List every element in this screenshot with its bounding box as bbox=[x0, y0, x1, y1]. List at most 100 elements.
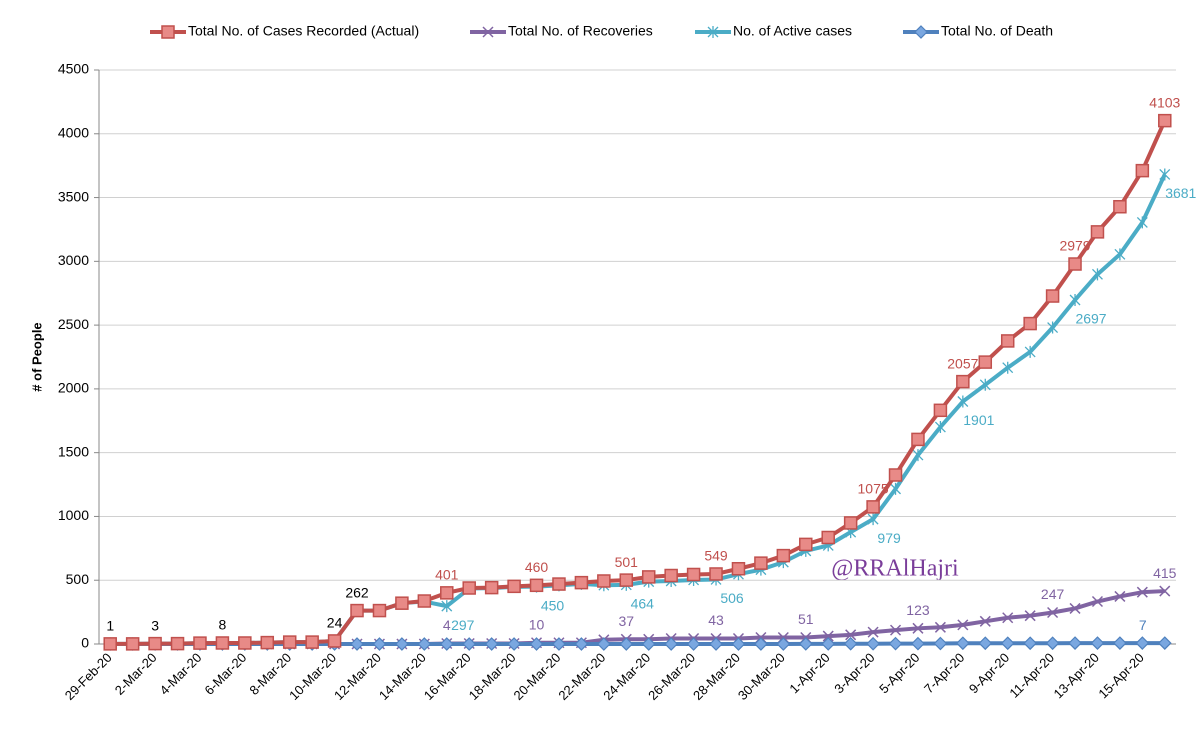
marker bbox=[1113, 636, 1127, 650]
marker bbox=[866, 500, 880, 514]
y-tick-label: 2500 bbox=[58, 316, 89, 332]
marker bbox=[1092, 268, 1103, 281]
marker bbox=[664, 637, 679, 651]
marker bbox=[1047, 321, 1059, 334]
marker bbox=[372, 637, 387, 651]
marker bbox=[933, 636, 948, 651]
marker bbox=[957, 395, 969, 408]
marker bbox=[529, 578, 544, 593]
marker bbox=[843, 636, 858, 651]
y-axis-label: # of People bbox=[29, 322, 44, 391]
marker bbox=[552, 637, 566, 651]
data-label: 247 bbox=[1041, 586, 1065, 602]
marker bbox=[1047, 606, 1059, 619]
marker bbox=[686, 637, 701, 651]
marker bbox=[1068, 636, 1082, 650]
marker bbox=[417, 594, 432, 608]
marker bbox=[260, 635, 275, 650]
y-tick-label: 1500 bbox=[58, 443, 89, 459]
data-label: 43 bbox=[708, 612, 724, 628]
marker bbox=[821, 530, 835, 545]
marker bbox=[890, 624, 902, 636]
marker bbox=[574, 637, 589, 651]
data-label: 37 bbox=[618, 613, 634, 629]
marker bbox=[507, 637, 521, 651]
marker bbox=[1090, 636, 1105, 650]
marker bbox=[731, 637, 746, 651]
marker bbox=[866, 636, 880, 651]
marker bbox=[1023, 316, 1037, 331]
data-label: 2979 bbox=[1059, 238, 1090, 254]
marker bbox=[417, 637, 432, 651]
marker bbox=[867, 626, 879, 638]
data-label: 549 bbox=[704, 548, 728, 564]
marker bbox=[441, 600, 453, 613]
marker bbox=[282, 635, 297, 649]
data-label: 3 bbox=[151, 617, 159, 633]
data-label: 501 bbox=[615, 554, 639, 570]
marker bbox=[934, 421, 946, 434]
y-tick-label: 1000 bbox=[58, 507, 89, 523]
data-label: 51 bbox=[798, 611, 814, 627]
marker bbox=[372, 603, 387, 618]
marker bbox=[507, 579, 521, 594]
marker bbox=[619, 637, 634, 651]
marker bbox=[911, 432, 925, 447]
marker bbox=[664, 568, 678, 583]
marker bbox=[125, 637, 140, 651]
marker bbox=[1135, 636, 1150, 650]
data-label: 1075 bbox=[858, 481, 889, 497]
marker bbox=[641, 637, 656, 651]
marker bbox=[597, 574, 611, 588]
data-label: 1 bbox=[106, 618, 114, 634]
marker bbox=[161, 25, 175, 39]
marker bbox=[1114, 590, 1126, 602]
marker bbox=[1091, 595, 1104, 608]
marker bbox=[888, 468, 903, 482]
marker bbox=[957, 619, 969, 631]
marker bbox=[574, 575, 589, 590]
marker bbox=[1113, 199, 1127, 214]
marker bbox=[1023, 636, 1038, 651]
marker bbox=[1002, 612, 1014, 624]
marker bbox=[776, 548, 791, 563]
watermark: @RRAlHajri bbox=[831, 556, 959, 582]
y-tick-label: 0 bbox=[81, 635, 89, 651]
marker bbox=[1000, 334, 1015, 348]
marker bbox=[686, 567, 701, 582]
data-label: 10 bbox=[529, 616, 545, 632]
marker bbox=[439, 637, 454, 651]
marker bbox=[956, 374, 970, 389]
marker bbox=[890, 482, 901, 495]
data-label: 415 bbox=[1153, 565, 1177, 581]
marker bbox=[867, 513, 879, 526]
marker bbox=[1002, 361, 1014, 374]
marker bbox=[350, 637, 364, 651]
marker bbox=[978, 636, 993, 651]
marker bbox=[911, 636, 925, 651]
data-label: 297 bbox=[451, 617, 475, 633]
y-tick-label: 3000 bbox=[58, 252, 89, 268]
y-tick-label: 4000 bbox=[58, 124, 89, 140]
marker bbox=[1158, 113, 1172, 128]
marker bbox=[395, 596, 409, 610]
marker bbox=[912, 449, 924, 462]
marker bbox=[822, 630, 834, 642]
marker bbox=[1135, 163, 1150, 178]
marker bbox=[845, 629, 857, 641]
data-label: 2697 bbox=[1075, 311, 1106, 327]
marker bbox=[1000, 636, 1015, 651]
marker bbox=[1136, 216, 1148, 229]
marker bbox=[707, 26, 719, 38]
data-label: 4 bbox=[443, 617, 451, 633]
data-label: 3681 bbox=[1165, 185, 1196, 201]
data-label: 506 bbox=[720, 590, 744, 606]
marker bbox=[1069, 602, 1081, 614]
marker bbox=[776, 637, 791, 651]
marker bbox=[440, 586, 454, 600]
y-tick-label: 500 bbox=[66, 571, 90, 587]
marker bbox=[327, 634, 342, 648]
marker bbox=[1090, 225, 1105, 239]
marker bbox=[215, 636, 230, 650]
